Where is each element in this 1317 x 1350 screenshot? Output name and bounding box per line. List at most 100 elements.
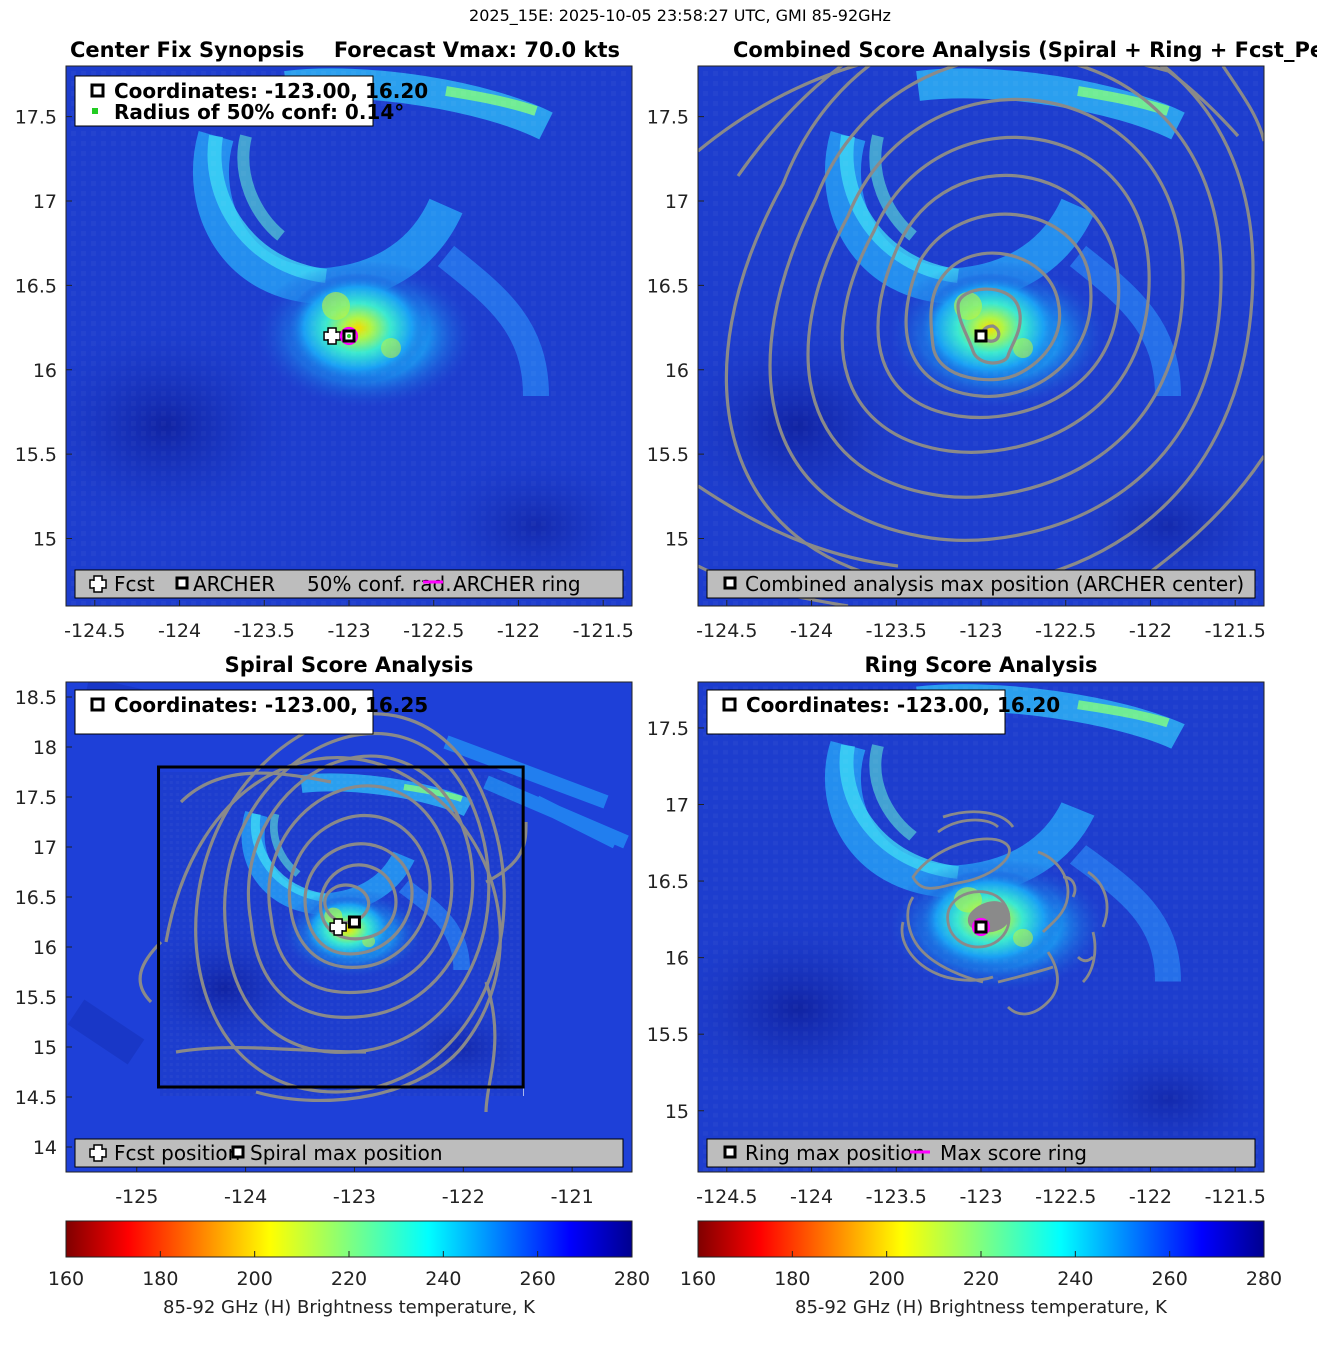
info-coordinates: Coordinates: -123.00, 16.20	[114, 79, 428, 103]
x-tick-label: -121.5	[1205, 1186, 1266, 1208]
x-tick-label: -121.5	[1205, 620, 1266, 642]
legend-box	[74, 1138, 624, 1168]
y-tick-label: 16	[665, 948, 689, 970]
y-tick-label: 16	[33, 360, 57, 382]
y-tick-label: 15	[33, 529, 57, 551]
suptitle: 2025_15E: 2025-10-05 23:58:27 UTC, GMI 8…	[469, 6, 891, 26]
y-tick-label: 16.5	[647, 871, 689, 893]
colorbar-tick-label: 260	[520, 1268, 556, 1290]
y-tick-label: 16	[665, 360, 689, 382]
x-tick-label: -124.5	[696, 1186, 757, 1208]
axes-frame	[65, 681, 633, 1173]
fcst-plus-icon	[89, 1144, 107, 1162]
y-tick-label: 16.5	[647, 275, 689, 297]
y-tick-label: 16.5	[15, 887, 57, 909]
y-tick-label: 17	[665, 191, 689, 213]
y-tick-label: 16	[33, 937, 57, 959]
x-tick-label: -123.5	[866, 620, 927, 642]
panel-center-fix: Center Fix Synopsis Forecast Vmax: 70.0 …	[15, 38, 634, 642]
legend-box	[74, 569, 624, 599]
plot-area	[698, 66, 1264, 606]
y-tick-label: 17	[665, 795, 689, 817]
panel-ring: Ring Score Analysis -124.5 -124 -123.5 -123…	[647, 653, 1288, 1208]
legend-ring-max: Ring max position	[745, 1141, 925, 1165]
x-tick-label: -125	[115, 1186, 158, 1208]
axes-frame	[697, 681, 1265, 1173]
x-tick-label: -122.5	[1035, 1186, 1096, 1208]
x-tick-label: -122.5	[403, 620, 464, 642]
y-tick-label: 18	[33, 737, 57, 759]
legend-max-score-ring: Max score ring	[940, 1141, 1087, 1165]
y-tick-label: 14	[33, 1137, 57, 1159]
y-tick-label: 17.5	[647, 718, 689, 740]
legend-box	[706, 569, 1256, 599]
info-box	[74, 75, 374, 127]
colorbar-tick-label: 260	[1152, 1268, 1188, 1290]
ring-contours	[900, 810, 1109, 1016]
info-radius: Radius of 50% conf: 0.14°	[114, 100, 404, 124]
legend-combined: Combined analysis max position (ARCHER c…	[745, 572, 1244, 596]
max-marker	[974, 920, 988, 934]
fcst-marker	[329, 918, 347, 936]
conf-dot-icon	[92, 108, 98, 114]
legend-conf-rad: 50% conf. rad.	[307, 572, 452, 596]
x-tick-label: -122	[1129, 1186, 1172, 1208]
x-tick-label: -124	[790, 620, 833, 642]
x-tick-label: -123.5	[234, 620, 295, 642]
y-tick-label: 15.5	[647, 444, 689, 466]
archer-ring	[971, 917, 991, 937]
max-marker	[347, 915, 361, 929]
archer-ring	[339, 326, 359, 346]
panel-combined: Combined Score Analysis (Spiral + Ring +…	[647, 38, 1317, 642]
x-tick-label: -124	[790, 1186, 833, 1208]
axes-frame	[65, 65, 633, 607]
colorbar-tick-label: 200	[237, 1268, 273, 1290]
legend-fcst-position: Fcst position	[114, 1141, 240, 1165]
colorbar-tick-label: 180	[142, 1268, 178, 1290]
x-tick-label: -124	[158, 620, 201, 642]
panel-title: Spiral Score Analysis	[225, 653, 474, 677]
legend-archer: ARCHER	[193, 572, 275, 596]
x-tick-label: -123	[327, 620, 370, 642]
y-tick-label: 15.5	[15, 444, 57, 466]
y-tick-label: 17.5	[15, 787, 57, 809]
y-tick-label: 17	[33, 837, 57, 859]
y-tick-label: 15.5	[647, 1024, 689, 1046]
x-tick-label: -121.5	[573, 620, 634, 642]
conf-radius-marker	[347, 334, 351, 338]
colorbar-label: 85-92 GHz (H) Brightness temperature, K	[795, 1297, 1168, 1318]
max-marker-icon	[722, 697, 737, 712]
x-tick-label: -122.5	[1035, 620, 1096, 642]
y-tick-label: 17	[33, 191, 57, 213]
colorbar-tick-label: 220	[963, 1268, 999, 1290]
y-tick-label: 17.5	[647, 107, 689, 129]
search-box	[157, 765, 525, 1089]
panel-title: Combined Score Analysis (Spiral + Ring +…	[733, 38, 1317, 62]
legend-box	[706, 1138, 1256, 1168]
x-tick-label: -123	[959, 620, 1002, 642]
colorbar-left: 160 180 200 220 240 260 280 85-92 GHz (H) Brig…	[48, 1220, 650, 1318]
max-square-icon	[723, 576, 737, 590]
y-tick-label: 18.5	[15, 687, 57, 709]
colorbar-tick-label: 160	[48, 1268, 84, 1290]
x-tick-label: -123	[959, 1186, 1002, 1208]
panel-title-right: Forecast Vmax: 70.0 kts	[334, 38, 620, 62]
legend-spiral-max: Spiral max position	[250, 1141, 443, 1165]
y-tick-label: 17.5	[15, 107, 57, 129]
axes-frame	[697, 65, 1265, 607]
info-box	[706, 689, 1006, 735]
max-marker	[974, 329, 988, 343]
legend-fcst: Fcst	[114, 572, 155, 596]
y-tick-label: 16.5	[15, 275, 57, 297]
colorbar-tick-label: 200	[869, 1268, 905, 1290]
max-square-icon	[723, 1145, 737, 1159]
x-tick-label: -124.5	[696, 620, 757, 642]
x-tick-label: -123.5	[866, 1186, 927, 1208]
plot-area	[658, 682, 1288, 1172]
info-coordinates: Coordinates: -123.00, 16.20	[746, 693, 1060, 717]
x-tick-label: -123	[333, 1186, 376, 1208]
y-tick-label: 14.5	[15, 1087, 57, 1109]
panel-spiral: Spiral Score Analysis -125 -124-	[15, 653, 633, 1208]
spiral-contours	[138, 712, 528, 1113]
colorbar-tick-label: 220	[331, 1268, 367, 1290]
